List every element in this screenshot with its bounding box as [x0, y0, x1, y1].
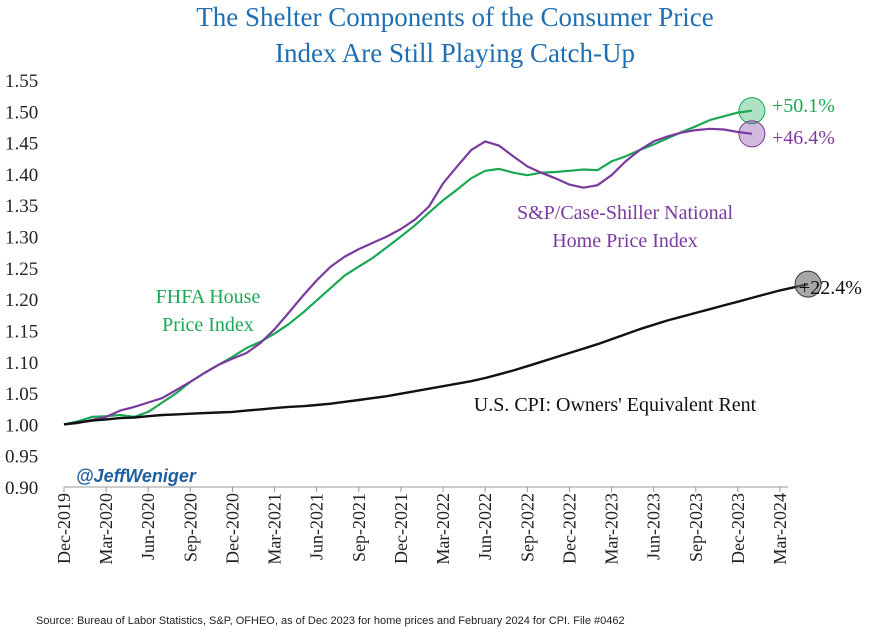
y-tick-label: 0.90 — [5, 478, 38, 499]
oer-legend: U.S. CPI: Owners' Equivalent Rent — [474, 394, 757, 416]
end-markers — [738, 97, 822, 298]
chart-title-line2: Index Are Still Playing Catch-Up — [275, 38, 635, 68]
x-tick-label: Mar-2022 — [433, 493, 453, 565]
x-tick-label: Mar-2023 — [602, 493, 622, 565]
series-line-1 — [63, 127, 753, 426]
fhfa-end-label: +50.1% — [772, 95, 835, 117]
x-tick-label: Sep-2022 — [517, 493, 537, 562]
fhfa-legend-line1: FHFA House — [156, 286, 261, 308]
x-tick-label: Jun-2023 — [644, 493, 664, 560]
case-shiller-legend-line1: S&P/Case-Shiller National — [517, 202, 734, 224]
x-tick-label: Dec-2019 — [54, 493, 74, 564]
end-marker-2 — [794, 270, 822, 298]
y-tick-label: 1.00 — [5, 415, 38, 436]
chart-title-line1: The Shelter Components of the Consumer P… — [196, 2, 713, 32]
end-marker-1 — [738, 120, 766, 148]
x-tick-label: Dec-2021 — [391, 493, 411, 564]
x-tick-label: Mar-2020 — [96, 493, 116, 565]
x-tick-label: Dec-2020 — [222, 493, 242, 564]
series-lines — [63, 109, 809, 426]
source-note: Source: Bureau of Labor Statistics, S&P,… — [36, 615, 625, 627]
end-marker-0 — [738, 97, 766, 125]
x-tick-label: Jun-2022 — [475, 493, 495, 560]
y-tick-label: 0.95 — [5, 447, 38, 468]
x-tick-label: Mar-2024 — [770, 493, 790, 565]
y-tick-label: 1.05 — [5, 384, 38, 405]
series-line-0 — [63, 109, 753, 426]
y-tick-label: 1.40 — [5, 165, 38, 186]
y-tick-label: 1.15 — [5, 321, 38, 342]
y-tick-label: 1.30 — [5, 228, 38, 249]
x-tick-label: Sep-2020 — [180, 493, 200, 562]
y-tick-label: 1.25 — [5, 259, 38, 280]
y-tick-label: 1.45 — [5, 134, 38, 155]
x-tick-label: Sep-2021 — [349, 493, 369, 562]
y-tick-label: 1.10 — [5, 353, 38, 374]
oer-end-label: +22.4% — [799, 277, 862, 299]
case-shiller-end-label: +46.4% — [772, 127, 835, 149]
series-line-2 — [63, 282, 809, 426]
x-tick-label: Mar-2021 — [265, 493, 285, 565]
x-tick-label: Dec-2023 — [728, 493, 748, 564]
y-tick-label: 1.35 — [5, 196, 38, 217]
x-tick-label: Jun-2020 — [138, 493, 158, 560]
y-tick-label: 1.20 — [5, 290, 38, 311]
y-axis: 0.90 0.95 1.00 1.05 1.10 1.15 1.20 1.25 1.30 1.35… — [5, 71, 38, 499]
x-tick-label: Dec-2022 — [559, 493, 579, 564]
x-axis: Dec-2019 Mar-2020 Jun-2020 Sep-2020 Dec-2020… — [54, 487, 790, 565]
y-tick-label: 1.55 — [5, 71, 38, 92]
x-tick-label: Sep-2023 — [686, 493, 706, 562]
y-tick-label: 1.50 — [5, 102, 38, 123]
case-shiller-legend-line2: Home Price Index — [552, 230, 698, 252]
x-tick-label: Jun-2021 — [307, 493, 327, 560]
fhfa-legend-line2: Price Index — [162, 314, 254, 336]
author-handle: @JeffWeniger — [76, 466, 197, 486]
